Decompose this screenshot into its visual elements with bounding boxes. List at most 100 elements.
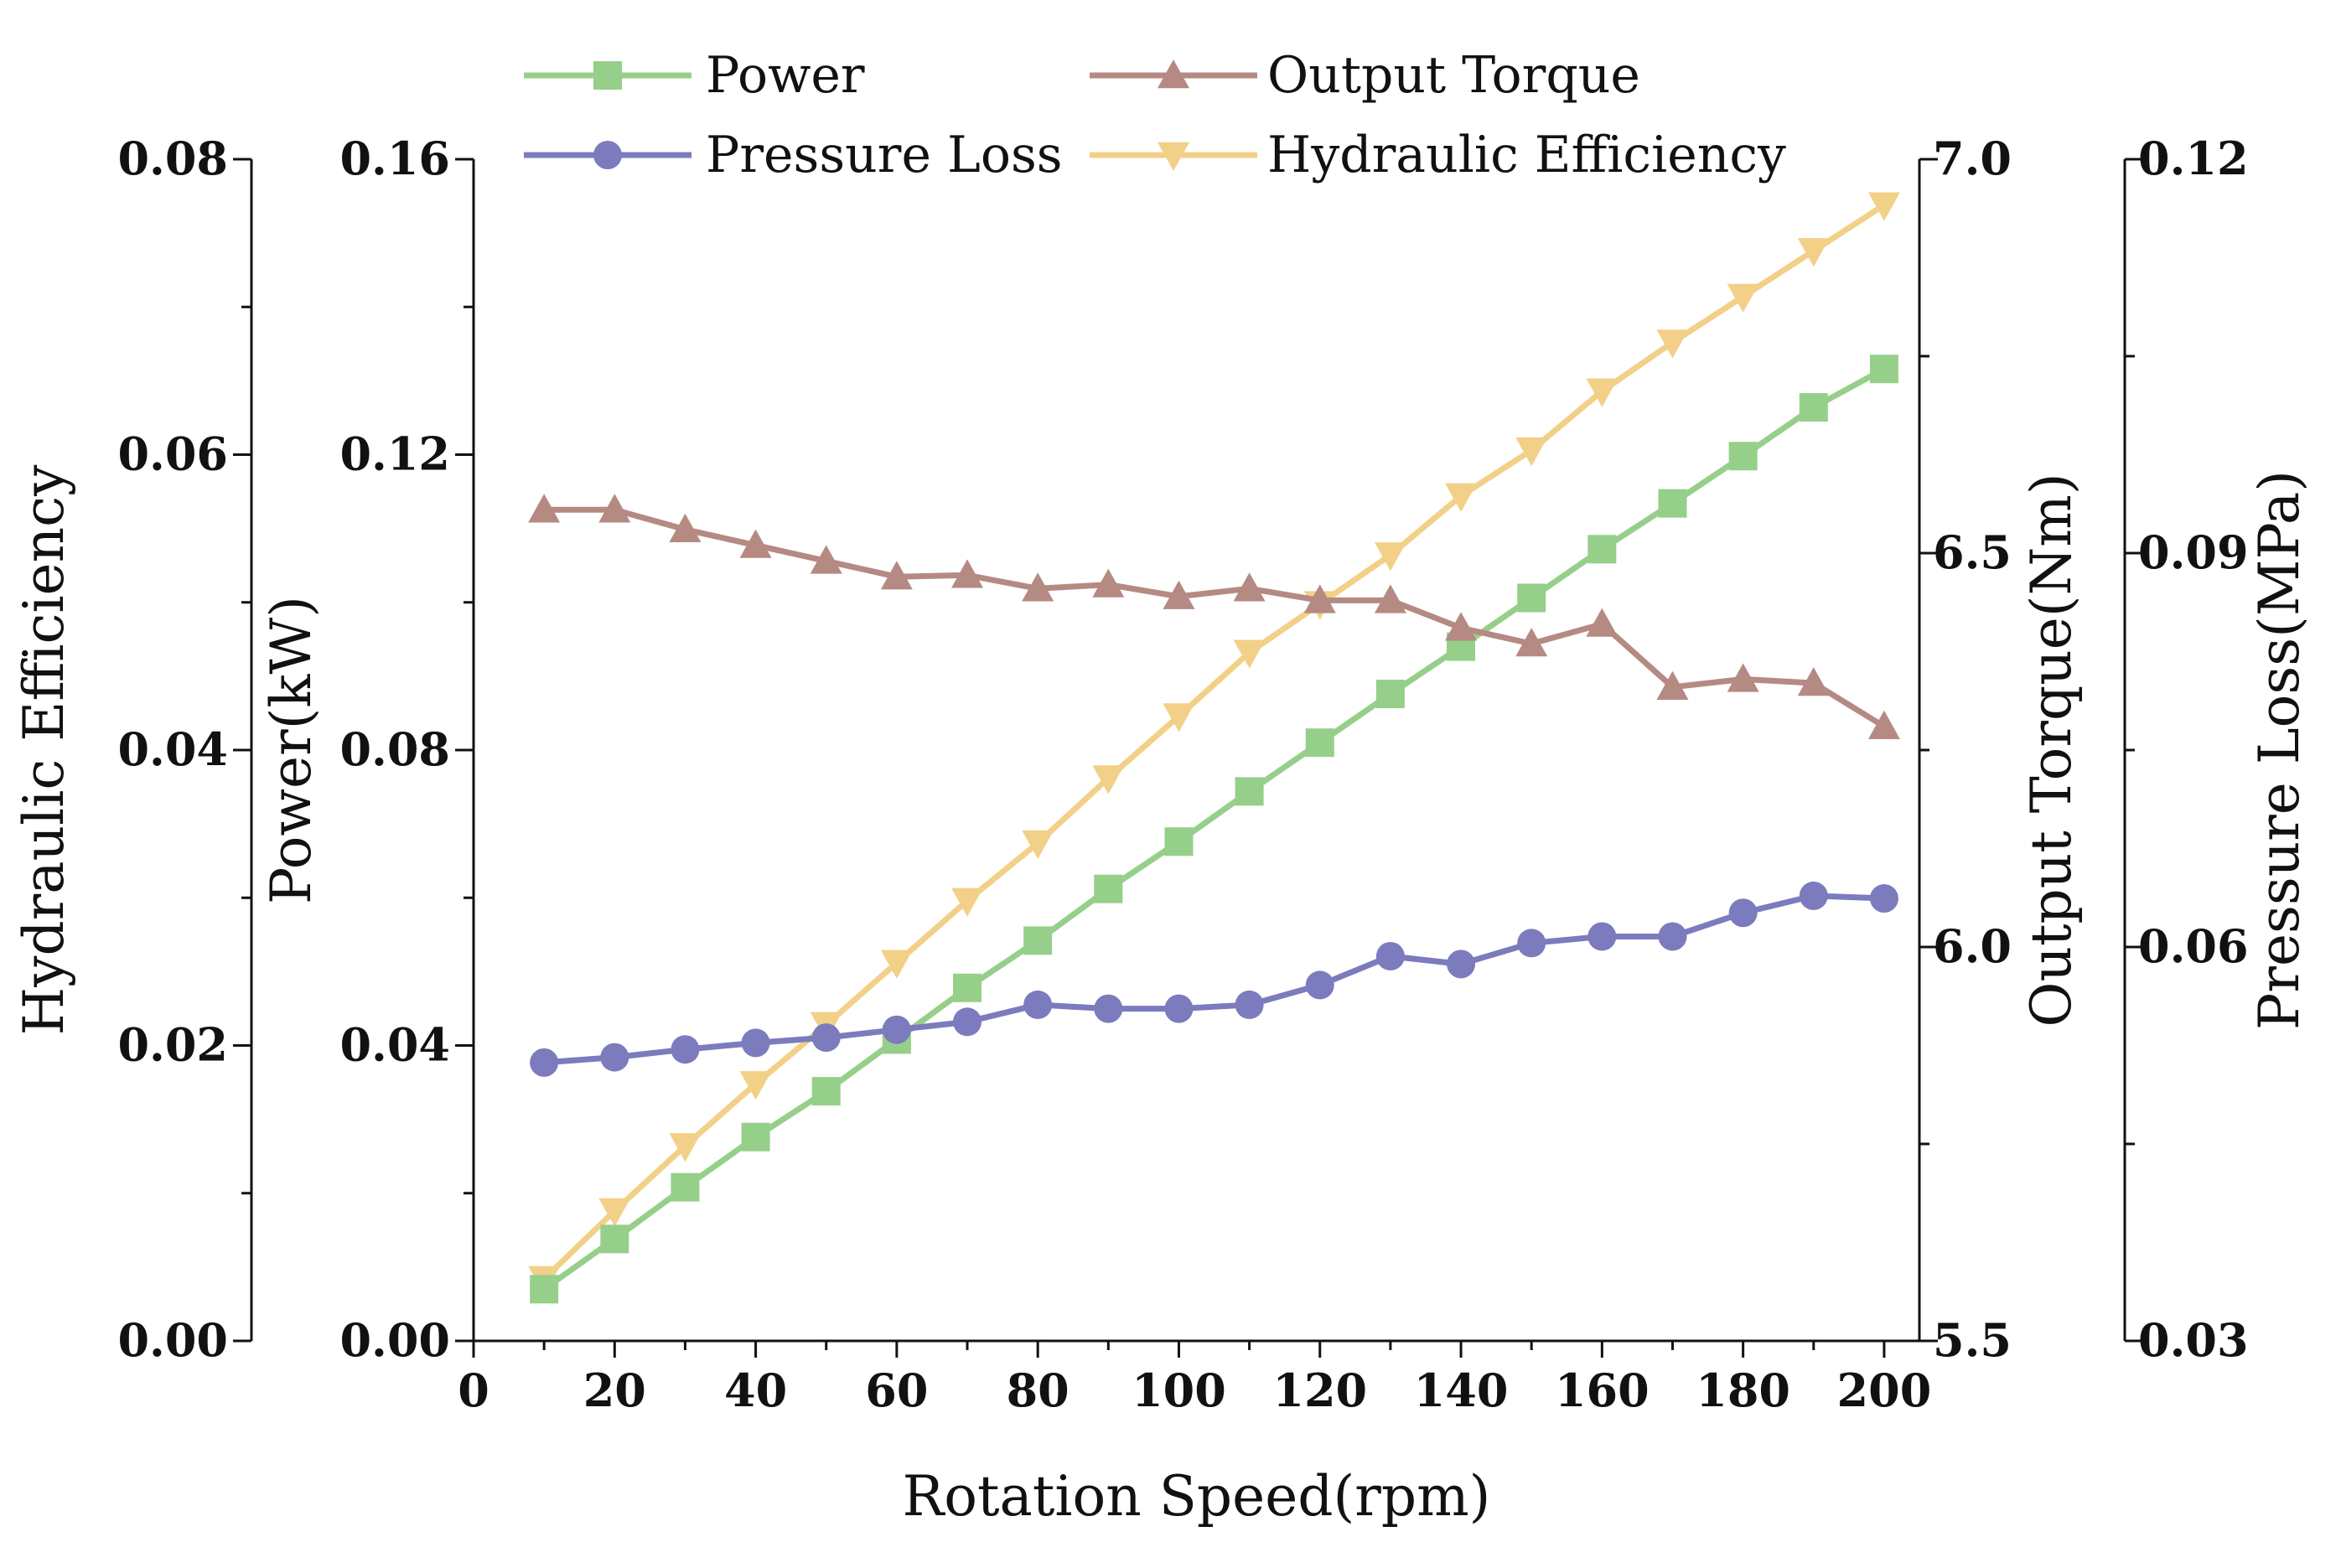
pressure-loss-point — [1799, 881, 1828, 910]
power-point — [953, 973, 982, 1002]
x-tick-label: 80 — [1007, 1364, 1070, 1417]
x-tick-label: 180 — [1696, 1364, 1790, 1417]
output-torque-point — [1445, 612, 1478, 641]
output-torque-point — [669, 513, 702, 542]
pressure-loss-point — [1375, 941, 1405, 970]
output-torque-point — [1656, 670, 1689, 700]
x-tick-label: 40 — [724, 1364, 787, 1417]
pressure-loss-point — [882, 1015, 911, 1044]
series-layer — [528, 192, 1900, 1304]
pressure-tick-label: 0.09 — [2138, 525, 2249, 579]
hydraulic-efficiency-point — [1656, 329, 1689, 359]
x-tick-label: 140 — [1414, 1364, 1509, 1417]
output-torque-point — [1022, 572, 1054, 602]
pressure-loss-point — [1023, 990, 1053, 1019]
hydraulic-efficiency-point — [1727, 283, 1759, 313]
power-point — [1305, 728, 1334, 758]
series-hydraulic-efficiency — [528, 192, 1900, 1295]
power-point — [741, 1122, 770, 1151]
pressure-tick-label: 0.06 — [2138, 919, 2249, 973]
legend-label: Power — [706, 46, 865, 105]
efficiency-tick-label: 0.06 — [117, 427, 228, 481]
pressure-loss-point — [1587, 922, 1617, 951]
hydraulic-efficiency-point — [1515, 437, 1548, 467]
power-tick-label: 0.08 — [339, 722, 450, 776]
legend-item-hydraulic-efficiency: Hydraulic Efficiency — [1090, 126, 1786, 184]
power-point — [1094, 874, 1123, 903]
legend-swatch-marker — [593, 61, 622, 90]
pressure-loss-point — [1728, 898, 1758, 928]
legend-item-power: Power — [524, 46, 865, 105]
pressure-loss-point — [1517, 929, 1546, 958]
x-tick-label: 120 — [1272, 1364, 1367, 1417]
power-tick-label: 0.16 — [339, 132, 450, 185]
output-torque-point — [1374, 584, 1406, 613]
power-point — [1728, 442, 1758, 471]
pressure-loss-point — [1094, 994, 1123, 1023]
hydraulic-efficiency-point — [598, 1198, 631, 1227]
hydraulic-efficiency-point — [1233, 639, 1266, 669]
x-axis-title: Rotation Speed(rpm) — [903, 1464, 1491, 1529]
hydraulic-efficiency-point — [880, 950, 913, 979]
x-tick-label: 100 — [1132, 1364, 1226, 1417]
efficiency-tick-label: 0.00 — [117, 1313, 228, 1367]
power-tick-label: 0.04 — [339, 1018, 450, 1072]
series-output-torque — [528, 494, 1900, 739]
output-torque-point — [810, 545, 842, 574]
power-point — [1869, 354, 1898, 384]
legend-swatch-marker — [1158, 142, 1189, 171]
power-point — [811, 1077, 841, 1106]
pressure-tick-label: 0.03 — [2138, 1313, 2249, 1367]
hydraulic-efficiency-point — [1867, 192, 1900, 221]
output-torque-line — [544, 506, 1886, 729]
hydraulic-efficiency-point — [1445, 483, 1478, 512]
efficiency-tick-label: 0.02 — [117, 1018, 228, 1072]
power-point — [1023, 926, 1053, 955]
pressure-loss-point — [530, 1048, 559, 1077]
pressure-loss-point — [1658, 922, 1687, 951]
output-torque-point — [1797, 667, 1830, 696]
x-tick-label: 160 — [1555, 1364, 1650, 1417]
output-torque-point — [1586, 608, 1619, 637]
hydraulic-efficiency-point — [1092, 765, 1125, 794]
pressure-loss-point — [1164, 994, 1194, 1023]
legend-item-pressure-loss: Pressure Loss — [524, 126, 1063, 184]
legend-label: Hydraulic Efficiency — [1267, 126, 1786, 184]
legend: Power Output Torque Pressure Loss Hydraulic… — [524, 46, 1786, 184]
hydraulic-efficiency-point — [951, 887, 984, 917]
output-torque-point — [951, 559, 984, 588]
power-point — [671, 1172, 700, 1202]
hydraulic-efficiency-line — [541, 202, 1886, 1281]
pressure-axis-title: Pressure Loss(MPa) — [2247, 470, 2312, 1030]
hydraulic-efficiency-point — [1797, 238, 1830, 267]
pressure-loss-point — [741, 1028, 770, 1058]
hydraulic-efficiency-point — [1163, 703, 1195, 732]
output-torque-point — [1092, 568, 1125, 598]
legend-label: Pressure Loss — [706, 126, 1063, 184]
output-torque-point — [1515, 628, 1548, 657]
pressure-tick-label: 0.12 — [2138, 132, 2249, 185]
x-tick-label: 60 — [865, 1364, 928, 1417]
efficiency-tick-label: 0.08 — [117, 132, 228, 185]
torque-tick-label: 6.0 — [1933, 919, 2012, 973]
power-point — [1799, 393, 1828, 422]
pressure-loss-point — [1869, 884, 1898, 913]
legend-swatch-marker — [593, 141, 622, 169]
pressure-loss-point — [600, 1043, 629, 1072]
legend-item-output-torque: Output Torque — [1090, 46, 1640, 105]
power-point — [1164, 827, 1194, 856]
pressure-loss-point — [1235, 990, 1264, 1019]
axes-layer: 0 20 40 60 80 100 120 140 160 180 200 Rotation Spee… — [12, 132, 2312, 1529]
power-tick-label: 0.00 — [339, 1313, 450, 1367]
pressure-loss-point — [811, 1023, 841, 1053]
x-tick-label: 200 — [1837, 1364, 1932, 1417]
output-torque-point — [528, 494, 561, 523]
output-torque-point — [598, 494, 631, 523]
x-tick-label: 20 — [583, 1364, 646, 1417]
pressure-loss-point — [1305, 970, 1334, 1000]
power-point — [530, 1275, 559, 1304]
torque-tick-label: 5.5 — [1933, 1313, 2012, 1367]
pressure-loss-point — [671, 1035, 700, 1064]
